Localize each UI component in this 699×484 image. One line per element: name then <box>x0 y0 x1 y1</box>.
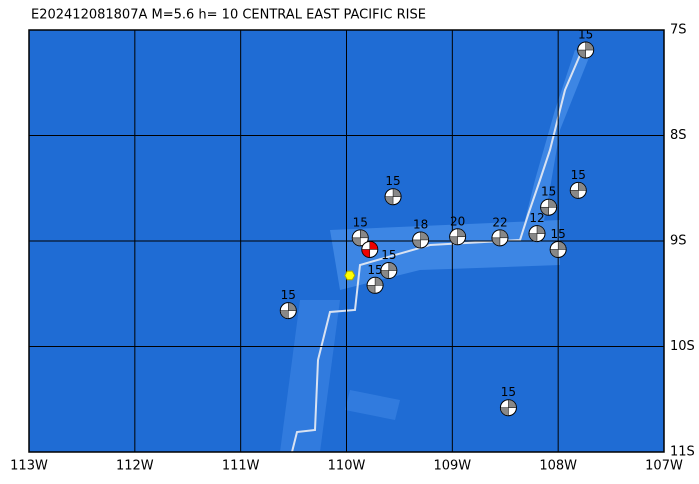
beachball-quadrant <box>366 277 384 294</box>
y-tick-label: 11S <box>670 445 695 460</box>
depth-label: 20 <box>450 214 465 228</box>
beachball <box>491 229 509 247</box>
beachball-quadrant <box>280 302 297 319</box>
beachball-quadrant <box>361 241 379 258</box>
x-tick-label: 108W <box>539 459 577 474</box>
beachball-quadrant <box>380 262 398 279</box>
beachball-quadrant <box>412 231 429 249</box>
beachball <box>577 41 595 59</box>
depth-label: 15 <box>381 248 396 262</box>
depth-label: 12 <box>529 211 544 225</box>
epicenter <box>344 270 356 281</box>
depth-label: 18 <box>413 217 428 231</box>
depth-label: 15 <box>281 288 296 302</box>
y-tick-label: 10S <box>670 339 695 354</box>
beachball <box>366 276 384 294</box>
frame <box>28 29 665 453</box>
y-tick-label: 7S <box>670 23 687 38</box>
beachball <box>361 240 379 258</box>
depth-label: 15 <box>353 215 368 229</box>
beachball-quadrant <box>528 225 546 242</box>
x-tick-label: 107W <box>645 459 683 474</box>
depth-label: 15 <box>551 227 566 241</box>
beachball <box>569 181 587 199</box>
depth-label: 15 <box>578 28 593 42</box>
beachball-quadrant <box>384 188 402 205</box>
title: E202412081807A M=5.6 h= 10 CENTRAL EAST … <box>31 8 426 23</box>
beachball <box>351 229 369 247</box>
depth-label: 15 <box>501 385 516 399</box>
beachball <box>499 399 517 417</box>
x-tick-label: 109W <box>433 459 471 474</box>
beachball-quadrant <box>449 228 466 246</box>
beachball-quadrant <box>352 229 369 247</box>
depth-label: 15 <box>571 168 586 182</box>
beachball <box>449 228 467 246</box>
beachball-quadrant <box>500 399 517 416</box>
beachball-quadrant <box>540 198 557 216</box>
beachball <box>412 231 430 249</box>
beachball-quadrant <box>577 41 594 59</box>
beachball <box>540 198 558 216</box>
beachball-quadrant <box>570 182 587 199</box>
x-tick-label: 110W <box>328 459 366 474</box>
x-tick-label: 113W <box>10 459 48 474</box>
beachball <box>528 225 546 243</box>
y-tick-label: 9S <box>670 234 687 249</box>
depth-label: 15 <box>367 263 382 277</box>
depth-label: 22 <box>492 215 507 229</box>
beachball-quadrant <box>549 241 567 258</box>
y-tick-label: 8S <box>670 128 687 143</box>
beachball-quadrant <box>491 229 509 247</box>
depth-label: 15 <box>385 174 400 188</box>
x-tick-label: 112W <box>116 459 154 474</box>
x-tick-label: 111W <box>222 459 260 474</box>
beachball <box>384 188 402 206</box>
beachball <box>380 262 398 280</box>
depth-label: 15 <box>541 185 556 199</box>
beachball <box>279 302 297 320</box>
ridge <box>291 54 581 453</box>
beachball <box>549 240 567 258</box>
